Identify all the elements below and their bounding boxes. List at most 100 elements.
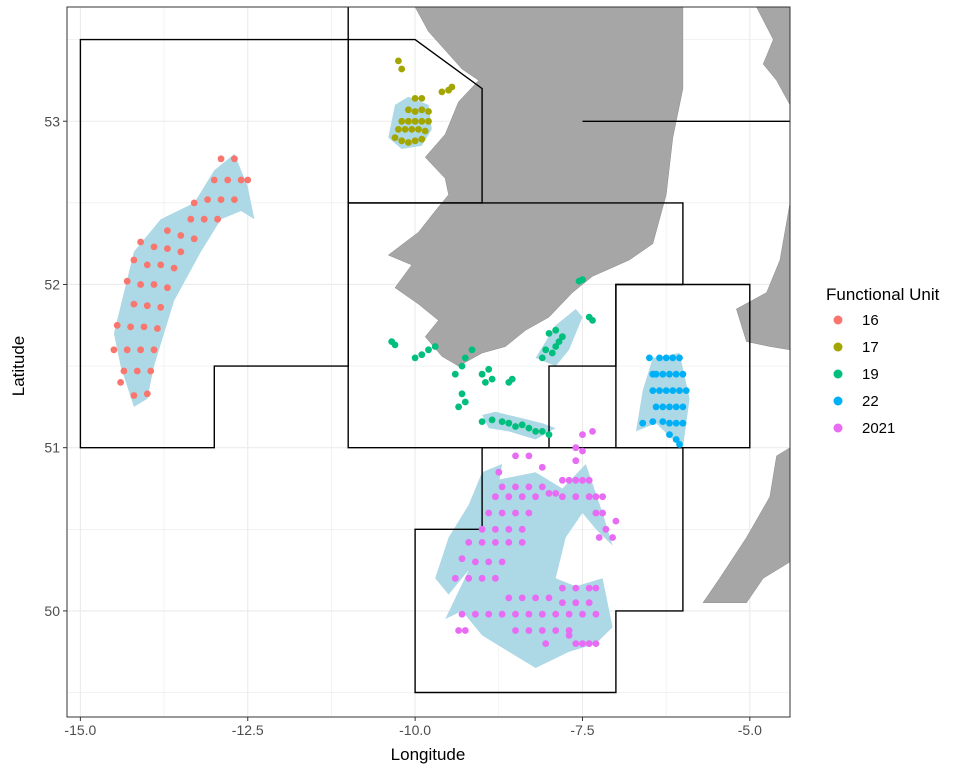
station-point-fu2021 bbox=[565, 476, 573, 484]
station-point-fu2021 bbox=[518, 594, 526, 602]
station-point-fu2021 bbox=[579, 610, 586, 618]
station-point-fu16 bbox=[117, 379, 124, 386]
station-point-fu17 bbox=[398, 117, 406, 125]
station-point-fu22 bbox=[679, 403, 687, 411]
station-point-fu19 bbox=[488, 416, 496, 424]
station-point-fu22 bbox=[672, 419, 680, 427]
station-point-fu22 bbox=[652, 403, 660, 411]
station-point-fu2021 bbox=[512, 610, 519, 618]
station-point-fu2021 bbox=[525, 509, 533, 517]
station-point-fu16 bbox=[210, 176, 218, 184]
station-point-fu2021 bbox=[532, 594, 539, 602]
station-point-fu2021 bbox=[559, 493, 566, 501]
station-point-fu16 bbox=[137, 238, 145, 246]
station-point-fu22 bbox=[666, 419, 673, 427]
station-point-fu19 bbox=[451, 370, 459, 378]
legend-title: Functional Unit bbox=[826, 285, 940, 304]
station-point-fu2021 bbox=[538, 483, 546, 491]
station-point-fu2021 bbox=[505, 539, 513, 546]
station-point-fu2021 bbox=[505, 594, 513, 602]
station-point-fu16 bbox=[157, 261, 165, 269]
station-point-fu19 bbox=[532, 428, 539, 435]
station-point-fu16 bbox=[130, 256, 138, 264]
station-point-fu16 bbox=[143, 302, 151, 310]
station-point-fu19 bbox=[538, 354, 546, 362]
station-point-fu2021 bbox=[478, 539, 486, 546]
station-point-fu2021 bbox=[579, 431, 586, 438]
station-point-fu2021 bbox=[458, 610, 466, 618]
station-point-fu22 bbox=[682, 387, 690, 394]
x-tick-label: -12.5 bbox=[232, 722, 264, 738]
station-point-fu19 bbox=[548, 349, 556, 357]
station-point-fu2021 bbox=[592, 640, 600, 647]
station-point-fu2021 bbox=[545, 490, 553, 497]
station-point-fu19 bbox=[411, 354, 419, 362]
station-point-fu16 bbox=[113, 321, 121, 329]
station-point-fu2021 bbox=[585, 476, 593, 484]
station-point-fu16 bbox=[140, 323, 148, 331]
y-axis-title: Latitude bbox=[9, 336, 28, 397]
station-point-fu16 bbox=[154, 325, 161, 332]
station-point-fu16 bbox=[120, 367, 128, 375]
station-point-fu22 bbox=[676, 387, 683, 394]
station-point-fu2021 bbox=[492, 574, 499, 582]
station-point-fu16 bbox=[217, 155, 225, 163]
station-point-fu19 bbox=[559, 333, 566, 341]
station-point-fu2021 bbox=[572, 599, 580, 607]
station-point-fu2021 bbox=[585, 599, 593, 607]
station-point-fu2021 bbox=[472, 610, 479, 618]
station-point-fu16 bbox=[137, 346, 145, 354]
station-point-fu2021 bbox=[592, 610, 600, 618]
legend-label-16: 16 bbox=[862, 312, 879, 329]
station-point-fu16 bbox=[130, 392, 138, 399]
station-point-fu17 bbox=[405, 117, 412, 125]
station-point-fu2021 bbox=[512, 452, 519, 460]
station-point-fu2021 bbox=[525, 610, 533, 618]
station-point-fu2021 bbox=[609, 534, 616, 541]
x-tick-label: -5.0 bbox=[738, 722, 762, 738]
station-point-fu22 bbox=[669, 387, 677, 394]
station-point-fu22 bbox=[646, 354, 653, 362]
station-point-fu2021 bbox=[518, 525, 526, 533]
survey-stations bbox=[110, 57, 690, 647]
station-point-fu2021 bbox=[589, 428, 596, 435]
station-point-fu17 bbox=[418, 117, 426, 125]
station-point-fu17 bbox=[401, 125, 409, 133]
station-point-fu19 bbox=[482, 379, 489, 386]
station-point-fu17 bbox=[395, 125, 402, 133]
station-point-fu17 bbox=[418, 135, 426, 143]
station-point-fu2021 bbox=[512, 509, 519, 517]
station-point-fu2021 bbox=[559, 584, 566, 592]
station-point-fu22 bbox=[672, 403, 680, 411]
station-point-fu2021 bbox=[565, 627, 573, 634]
y-axis: 50 51 52 53 bbox=[44, 113, 67, 619]
station-point-fu2021 bbox=[572, 640, 580, 647]
station-point-fu22 bbox=[659, 418, 667, 425]
boundary-fu22 bbox=[615, 283, 751, 449]
station-point-fu22 bbox=[669, 354, 677, 362]
station-point-fu19 bbox=[458, 390, 466, 398]
station-point-fu19 bbox=[478, 370, 486, 378]
station-point-fu22 bbox=[672, 370, 680, 378]
station-point-fu2021 bbox=[492, 525, 499, 533]
station-point-fu22 bbox=[659, 370, 667, 378]
station-point-fu2021 bbox=[478, 574, 486, 582]
station-point-fu2021 bbox=[602, 525, 610, 533]
station-point-fu17 bbox=[411, 117, 419, 125]
station-point-fu2021 bbox=[458, 555, 466, 563]
station-point-fu16 bbox=[164, 245, 171, 253]
station-point-fu17 bbox=[398, 65, 406, 73]
station-point-fu22 bbox=[679, 419, 687, 427]
station-point-fu16 bbox=[164, 227, 171, 235]
station-point-fu19 bbox=[461, 398, 469, 406]
station-point-fu16 bbox=[200, 215, 208, 223]
station-point-fu2021 bbox=[485, 610, 493, 618]
station-point-fu17 bbox=[405, 139, 412, 146]
station-point-fu16 bbox=[150, 281, 158, 288]
legend-key-2021 bbox=[833, 423, 843, 433]
station-point-fu19 bbox=[425, 346, 432, 354]
station-point-fu17 bbox=[418, 95, 426, 102]
station-point-fu2021 bbox=[498, 509, 506, 517]
station-point-fu19 bbox=[512, 423, 519, 430]
x-axis: -15.0 -12.5 -10.0 -7.5 -5.0 bbox=[64, 717, 762, 738]
